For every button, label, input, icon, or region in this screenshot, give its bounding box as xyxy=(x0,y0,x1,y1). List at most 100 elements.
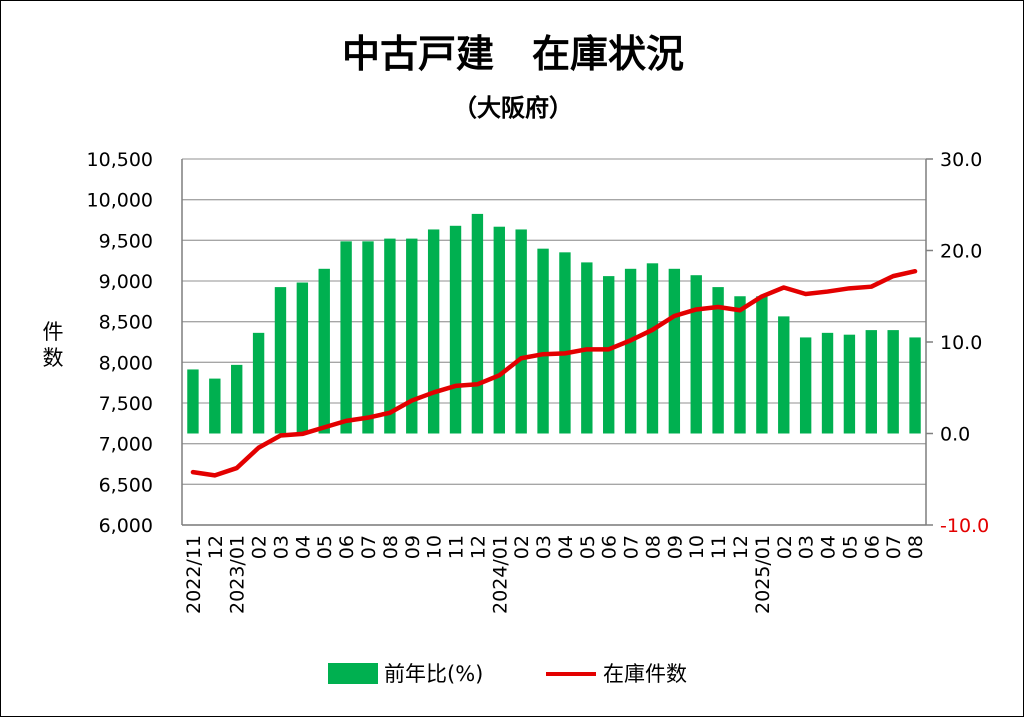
bar xyxy=(909,337,921,434)
chart-subtitle: （大阪府） xyxy=(453,94,573,122)
x-tick-label: 12 xyxy=(467,535,489,559)
bar xyxy=(559,252,571,434)
right-tick-label: -10.0 xyxy=(940,515,989,537)
bar xyxy=(384,238,396,434)
axes xyxy=(181,158,933,526)
x-tick-label: 12 xyxy=(730,535,752,559)
x-tick-label: 08 xyxy=(905,535,927,559)
x-tick-label: 08 xyxy=(642,535,664,559)
x-tick-label: 11 xyxy=(708,535,730,559)
bar xyxy=(603,276,615,434)
right-axis-ticks: -10.0 0.0 10.0 20.0 30.0 xyxy=(940,149,989,537)
left-tick-label: 8,500 xyxy=(99,312,153,334)
chart-title: 中古戸建 在庫状況 xyxy=(342,32,684,76)
x-tick-label: 02 xyxy=(249,535,271,559)
bar xyxy=(515,229,527,434)
legend: 前年比(%) 在庫件数 xyxy=(328,662,687,686)
x-tick-label: 04 xyxy=(555,535,577,559)
bar xyxy=(296,282,309,434)
x-tick-label: 03 xyxy=(533,535,555,559)
left-tick-label: 9,000 xyxy=(99,271,153,293)
bar xyxy=(734,296,746,434)
left-tick-label: 7,000 xyxy=(99,434,153,456)
x-tick-label: 11 xyxy=(446,535,468,559)
right-tick-label: 0.0 xyxy=(940,424,970,446)
bar xyxy=(756,296,768,434)
x-tick-label: 2023/01 xyxy=(227,535,249,614)
x-tick-label: 02 xyxy=(511,535,533,559)
legend-bar-swatch xyxy=(328,663,378,684)
x-tick-label: 03 xyxy=(270,535,292,559)
x-tick-label: 2024/01 xyxy=(489,535,511,614)
bar xyxy=(427,229,440,434)
left-tick-label: 10,000 xyxy=(87,190,153,212)
right-tick-label: 10.0 xyxy=(940,332,982,354)
x-tick-label: 07 xyxy=(883,535,905,559)
left-tick-label: 8,000 xyxy=(99,352,153,374)
bar xyxy=(209,378,221,434)
bar xyxy=(624,268,637,434)
x-tick-label: 2022/11 xyxy=(183,535,205,614)
gridlines xyxy=(182,158,926,526)
legend-line-label: 在庫件数 xyxy=(603,662,687,686)
bar xyxy=(537,248,549,434)
bar xyxy=(843,334,856,434)
x-tick-label: 04 xyxy=(818,535,840,559)
inventory-line xyxy=(190,268,918,478)
left-axis-ticks: 6,000 6,500 7,000 7,500 8,000 8,500 9,000 9,500… xyxy=(87,149,153,537)
left-tick-label: 7,500 xyxy=(99,393,153,415)
x-tick-label: 09 xyxy=(402,535,424,559)
left-tick-label: 10,500 xyxy=(87,149,153,171)
x-tick-label: 09 xyxy=(664,535,686,559)
bar xyxy=(865,330,877,434)
x-tick-label: 05 xyxy=(314,535,336,559)
x-tick-label: 02 xyxy=(774,535,796,559)
right-tick-label: 30.0 xyxy=(940,149,982,171)
bar xyxy=(449,225,462,434)
bar xyxy=(406,238,418,434)
x-tick-label: 07 xyxy=(621,535,643,559)
bar xyxy=(231,364,243,434)
bar xyxy=(778,316,790,434)
left-tick-label: 6,500 xyxy=(99,474,153,496)
bar xyxy=(821,332,834,434)
x-tick-label: 2025/01 xyxy=(752,535,774,614)
x-tick-label: 06 xyxy=(336,535,358,559)
x-tick-label: 06 xyxy=(861,535,883,559)
y-axis-label-char: 数 xyxy=(43,346,64,370)
x-tick-label: 08 xyxy=(380,535,402,559)
bar xyxy=(318,268,330,434)
bar xyxy=(252,332,265,434)
bar xyxy=(712,287,724,434)
bar xyxy=(690,275,702,434)
x-tick-label: 05 xyxy=(839,535,861,559)
x-tick-label: 10 xyxy=(424,535,446,559)
y-axis-label: 件数 xyxy=(43,320,64,370)
x-tick-label: 06 xyxy=(599,535,621,559)
x-tick-label: 03 xyxy=(796,535,818,559)
right-tick-label: 20.0 xyxy=(940,241,982,263)
x-tick-label: 10 xyxy=(686,535,708,559)
x-tick-label: 12 xyxy=(205,535,227,559)
bar xyxy=(471,213,484,434)
bar xyxy=(799,337,812,434)
bar-series xyxy=(187,213,921,434)
left-tick-label: 6,000 xyxy=(99,515,153,537)
y-axis-label-char: 件 xyxy=(43,320,64,344)
bar xyxy=(887,330,899,434)
legend-bar-label: 前年比(%) xyxy=(384,662,483,686)
bar xyxy=(668,268,681,434)
bar xyxy=(493,226,505,434)
bar xyxy=(274,287,287,434)
bar xyxy=(340,241,352,434)
x-tick-label: 05 xyxy=(577,535,599,559)
bar xyxy=(187,369,199,434)
bar xyxy=(646,263,659,434)
x-tick-label: 04 xyxy=(292,535,314,559)
left-tick-label: 9,500 xyxy=(99,230,153,252)
x-tick-label: 07 xyxy=(358,535,380,559)
bar xyxy=(362,241,374,434)
line-series xyxy=(190,268,918,478)
